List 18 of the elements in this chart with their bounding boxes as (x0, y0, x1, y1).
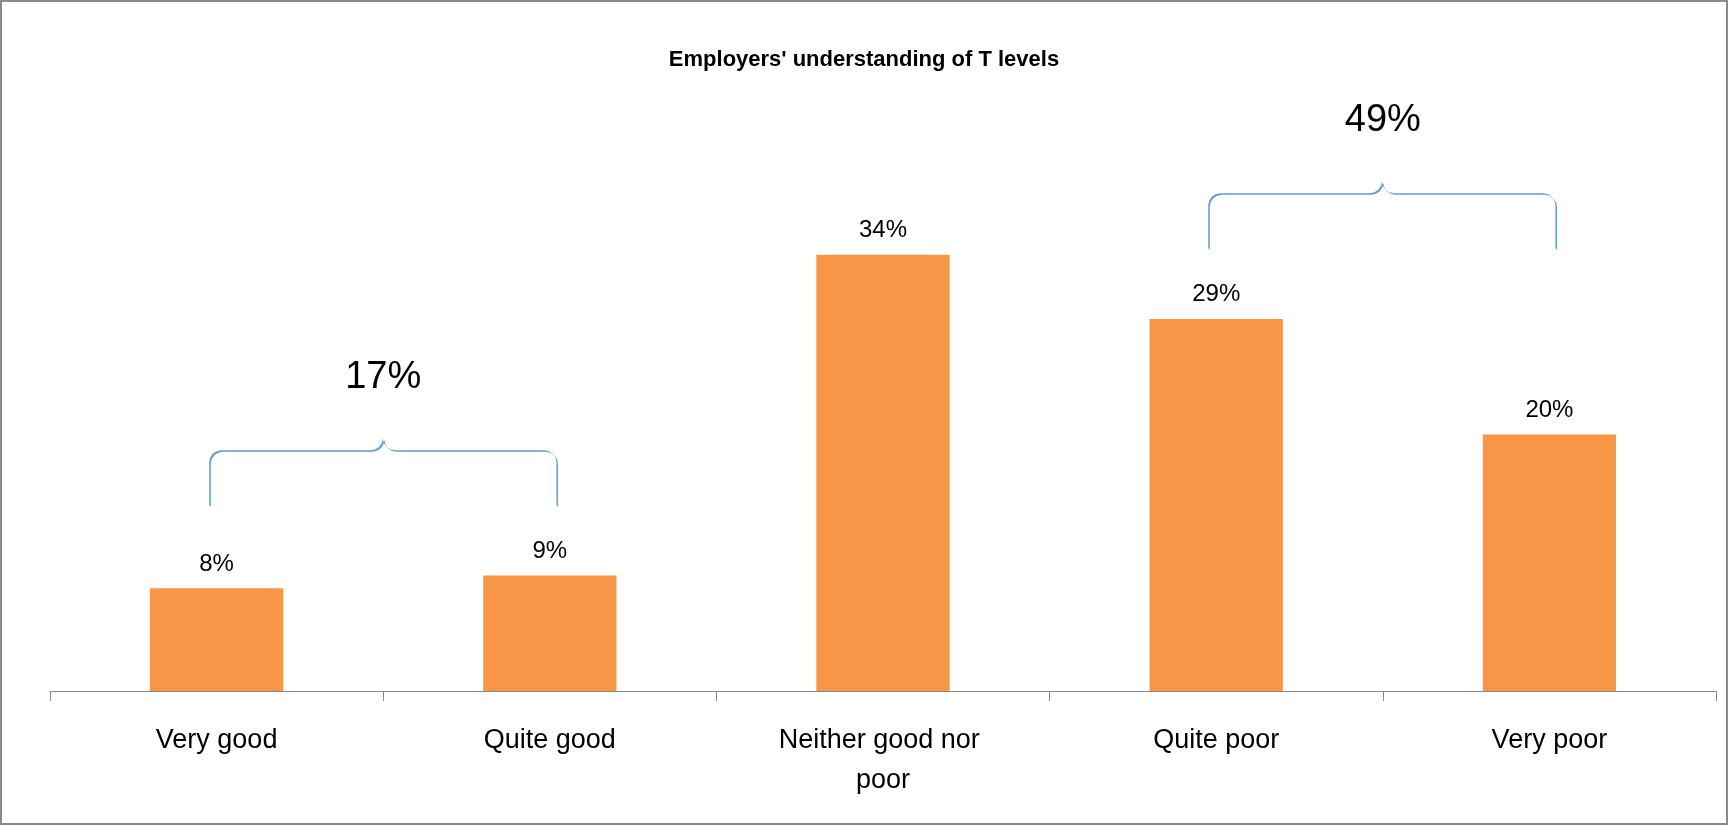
data-label: 8% (199, 548, 234, 576)
bar (816, 254, 950, 691)
x-tick-label: Very good (155, 724, 278, 754)
data-label: 29% (1192, 279, 1241, 307)
x-tick-label: Very poor (1491, 724, 1608, 754)
x-tick-label: Quite good (483, 724, 616, 754)
data-label: 20% (1525, 394, 1574, 422)
data-label: 34% (858, 215, 908, 243)
annotation: 17% (345, 353, 422, 397)
bar (1482, 434, 1617, 691)
bar (1149, 318, 1283, 691)
text: 49% (1344, 96, 1421, 140)
x-tick-label: Quite poor (1153, 724, 1280, 754)
data-label: 9% (532, 536, 568, 564)
x-tick-label: Neither good nor poor (778, 724, 988, 794)
bar (483, 575, 617, 691)
bar (149, 588, 284, 691)
chart-title: Employers' understanding of T levels (668, 45, 1060, 71)
